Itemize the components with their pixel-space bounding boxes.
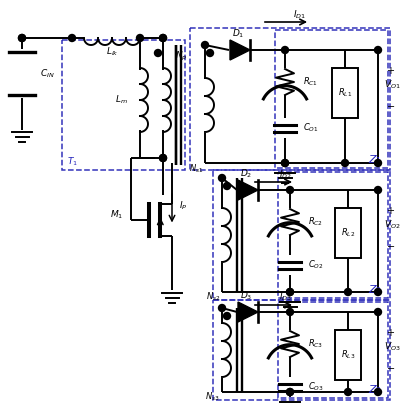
Text: $R_{L2}$: $R_{L2}$ [341, 227, 355, 239]
Bar [190, 28, 390, 170]
Text: $M_1$: $M_1$ [110, 208, 123, 221]
Bar [213, 300, 390, 400]
Polygon shape [238, 302, 258, 322]
Text: $+$: $+$ [386, 326, 395, 337]
Circle shape [136, 34, 144, 41]
Circle shape [224, 313, 230, 320]
Text: $N_{s2}$: $N_{s2}$ [206, 291, 220, 303]
Text: $-$: $-$ [386, 100, 395, 110]
Circle shape [344, 388, 352, 396]
Bar [332, 68, 358, 118]
Text: $C_{O2}$: $C_{O2}$ [308, 259, 324, 271]
Circle shape [374, 388, 382, 396]
Circle shape [286, 288, 294, 296]
Circle shape [342, 160, 348, 166]
Circle shape [218, 305, 226, 311]
Circle shape [18, 34, 26, 41]
Text: $D_1$: $D_1$ [232, 28, 244, 40]
Circle shape [160, 34, 166, 41]
Bar [275, 30, 388, 168]
Text: $T_1$: $T_1$ [67, 156, 78, 168]
Circle shape [286, 309, 294, 315]
Bar [213, 170, 390, 300]
Text: $+$: $+$ [386, 64, 395, 75]
Text: $L_{lk}$: $L_{lk}$ [106, 46, 118, 58]
Text: $I_{D2}$: $I_{D2}$ [278, 169, 292, 181]
Text: $C_{IN}$: $C_{IN}$ [40, 67, 55, 80]
Text: $Z_1$: $Z_1$ [368, 153, 382, 167]
Circle shape [374, 309, 382, 315]
Circle shape [344, 288, 352, 296]
Text: $V_{O2}$: $V_{O2}$ [384, 219, 400, 231]
Text: $D_2$: $D_2$ [240, 168, 252, 180]
Polygon shape [230, 40, 250, 60]
Bar [335, 330, 361, 380]
Text: $C_{O1}$: $C_{O1}$ [303, 122, 318, 134]
Text: $+$: $+$ [386, 205, 395, 215]
Circle shape [282, 160, 288, 166]
Circle shape [374, 288, 382, 296]
Bar [335, 208, 361, 258]
Circle shape [286, 288, 294, 296]
Circle shape [224, 183, 230, 190]
Circle shape [286, 186, 294, 194]
Text: $D_3$: $D_3$ [240, 290, 252, 302]
Circle shape [374, 186, 382, 194]
Text: $R_{C1}$: $R_{C1}$ [303, 76, 318, 88]
Circle shape [374, 160, 382, 166]
Circle shape [160, 154, 166, 162]
Circle shape [374, 47, 382, 53]
Circle shape [160, 154, 166, 162]
Text: $I_P$: $I_P$ [179, 199, 188, 212]
Text: $-$: $-$ [386, 362, 395, 372]
Text: $R_{L1}$: $R_{L1}$ [338, 87, 352, 99]
Circle shape [68, 34, 76, 41]
Text: $I_{D3}$: $I_{D3}$ [278, 291, 292, 303]
Circle shape [286, 388, 294, 396]
Text: $N_p$: $N_p$ [175, 49, 188, 62]
Circle shape [282, 160, 288, 166]
Circle shape [206, 49, 214, 57]
Circle shape [160, 34, 166, 41]
Text: $R_{C3}$: $R_{C3}$ [308, 338, 323, 350]
Text: $R_{C2}$: $R_{C2}$ [308, 216, 323, 228]
Text: $V_{O3}$: $V_{O3}$ [384, 341, 400, 353]
Circle shape [18, 34, 26, 41]
Bar [62, 40, 185, 170]
Circle shape [218, 175, 226, 181]
Text: $-$: $-$ [386, 240, 395, 250]
Bar [278, 302, 388, 398]
Bar [278, 172, 388, 298]
Text: $L_m$: $L_m$ [115, 94, 128, 106]
Circle shape [154, 49, 162, 57]
Text: $N_{s3}$: $N_{s3}$ [205, 391, 220, 403]
Circle shape [202, 41, 208, 49]
Text: $V_{O1}$: $V_{O1}$ [384, 79, 400, 91]
Circle shape [282, 47, 288, 53]
Circle shape [286, 388, 294, 396]
Text: $N_{s1}$: $N_{s1}$ [188, 163, 203, 175]
Text: $Z_2$: $Z_2$ [368, 283, 382, 297]
Text: $R_{L3}$: $R_{L3}$ [341, 349, 355, 361]
Polygon shape [238, 180, 258, 200]
Text: $I_{D1}$: $I_{D1}$ [294, 9, 306, 21]
Text: $C_{O3}$: $C_{O3}$ [308, 381, 324, 393]
Text: $Z_3$: $Z_3$ [368, 383, 382, 397]
